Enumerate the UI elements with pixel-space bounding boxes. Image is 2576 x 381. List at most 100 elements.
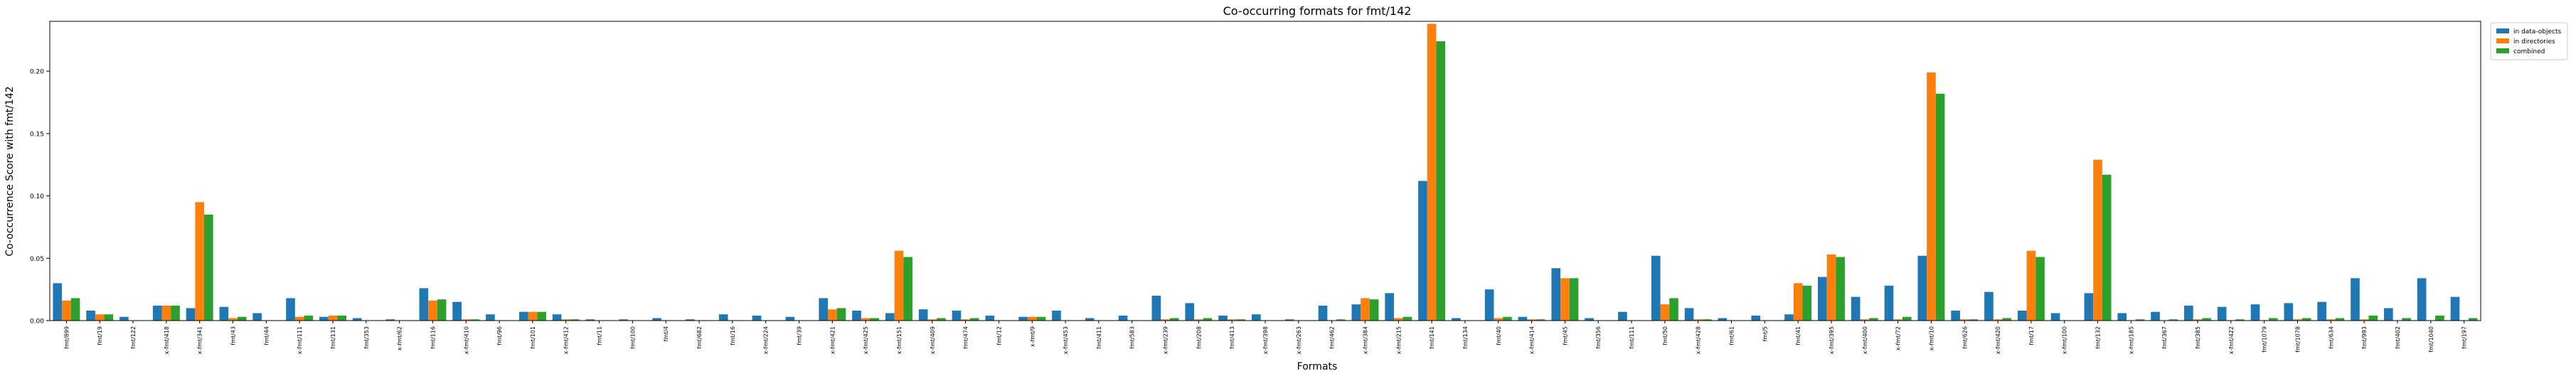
bar-in-data-objects-fmt-40 xyxy=(1484,289,1494,321)
bar-in-directories-x-fmt-420 xyxy=(1993,319,2003,321)
bar-in-data-objects-fmt-50 xyxy=(1651,255,1661,321)
bar-in-data-objects-x-fmt-151 xyxy=(885,313,895,321)
x-tick-label: fmt/1040 xyxy=(2428,326,2434,353)
bar-in-data-objects-fmt-474 xyxy=(952,310,962,321)
bar-in-directories-fmt-19 xyxy=(95,314,105,321)
bar-combined-fmt-899 xyxy=(70,298,80,321)
bar-in-directories-fmt-131 xyxy=(328,315,338,321)
x-tick-label: x-fmt/72 xyxy=(1895,326,1902,350)
bar-in-data-objects-fmt-11 xyxy=(585,319,595,321)
x-tick-label: fmt/44 xyxy=(263,326,270,345)
x-tick-label: x-fmt/239 xyxy=(1163,326,1169,354)
bar-combined-fmt-19 xyxy=(104,314,114,321)
y-tick-label: 0.05 xyxy=(30,256,44,263)
x-tick-label: x-fmt/9 xyxy=(1029,326,1036,347)
x-tick-label: fmt/45 xyxy=(1562,326,1568,345)
x-tick-label: fmt/40 xyxy=(1496,326,1502,345)
bar-in-data-objects-fmt-899 xyxy=(53,283,63,321)
bar-combined-fmt-413 xyxy=(1236,319,1246,321)
x-tick-label: x-fmt/400 xyxy=(1862,326,1868,354)
x-tick-label: x-fmt/263 xyxy=(1296,326,1302,354)
bar-in-directories-x-fmt-341 xyxy=(195,202,205,321)
bar-in-data-objects-x-fmt-224 xyxy=(752,315,762,321)
legend-swatch-in-data-objects xyxy=(2496,28,2509,33)
bar-combined-fmt-17 xyxy=(2035,257,2045,321)
bar-in-directories-fmt-1078 xyxy=(2293,319,2302,321)
bar-in-data-objects-fmt-101 xyxy=(518,311,528,321)
x-tick-label: x-fmt/412 xyxy=(563,326,570,354)
x-tick-label: x-fmt/421 xyxy=(829,326,836,354)
x-tick-label: x-fmt/215 xyxy=(1395,326,1402,354)
legend-swatch-combined xyxy=(2496,48,2509,53)
bar-in-directories-x-fmt-421 xyxy=(827,309,837,321)
legend-box xyxy=(2490,22,2568,60)
bar-combined-fmt-367 xyxy=(2168,319,2178,321)
bar-in-data-objects-fmt-16 xyxy=(718,314,728,321)
bar-in-data-objects-fmt-122 xyxy=(119,316,129,321)
bar-in-directories-fmt-50 xyxy=(1660,304,1670,321)
bar-in-data-objects-x-fmt-215 xyxy=(1385,293,1394,321)
x-tick-label: fmt/353 xyxy=(363,326,370,349)
bar-combined-fmt-41 xyxy=(1802,285,1812,321)
x-tick-label: fmt/134 xyxy=(1462,326,1469,349)
x-tick-label: fmt/583 xyxy=(1129,326,1136,349)
bar-combined-x-fmt-111 xyxy=(304,315,314,321)
x-tick-label: fmt/61 xyxy=(1729,326,1735,345)
x-tick-label: fmt/626 xyxy=(1962,326,1968,349)
bar-in-data-objects-x-fmt-395 xyxy=(1818,277,1827,321)
bar-in-directories-fmt-993 xyxy=(2359,319,2369,321)
bar-combined-x-fmt-428 xyxy=(1703,319,1712,321)
bar-in-data-objects-fmt-583 xyxy=(1118,315,1128,321)
legend-label-in-directories: in directories xyxy=(2513,38,2555,45)
y-tick-label: 0.20 xyxy=(30,69,44,76)
bar-in-directories-fmt-208 xyxy=(1194,319,1203,321)
bar-combined-fmt-45 xyxy=(1569,278,1579,321)
bar-in-data-objects-x-fmt-398 xyxy=(1252,314,1261,321)
y-axis-label: Co-occurrence Score with fmt/142 xyxy=(4,86,16,256)
bar-in-directories-fmt-385 xyxy=(2193,319,2203,321)
bar-in-data-objects-x-fmt-111 xyxy=(286,298,295,321)
bar-combined-x-fmt-410 xyxy=(470,319,480,321)
bar-combined-fmt-141 xyxy=(1436,41,1446,321)
x-tick-label: x-fmt/111 xyxy=(297,326,303,354)
bar-combined-fmt-131 xyxy=(337,315,346,321)
bar-combined-x-fmt-422 xyxy=(2235,319,2245,321)
x-tick-label: x-fmt/224 xyxy=(763,326,770,354)
bar-combined-x-fmt-395 xyxy=(1836,257,1845,321)
bar-in-directories-x-fmt-151 xyxy=(894,250,904,321)
bar-combined-x-fmt-151 xyxy=(903,257,912,321)
x-tick-label: fmt/100 xyxy=(629,326,636,349)
bar-in-data-objects-fmt-993 xyxy=(2351,278,2360,321)
x-tick-label: fmt/11 xyxy=(597,326,603,345)
bar-in-directories-x-fmt-418 xyxy=(161,305,171,321)
bar-in-directories-fmt-101 xyxy=(528,311,538,321)
bar-in-data-objects-fmt-634 xyxy=(2317,301,2326,321)
bar-in-data-objects-x-fmt-185 xyxy=(2117,313,2127,321)
bar-combined-fmt-43 xyxy=(237,316,247,321)
bar-in-data-objects-x-fmt-100 xyxy=(2050,313,2060,321)
bar-in-data-objects-fmt-96 xyxy=(486,314,495,321)
x-tick-label: x-fmt/151 xyxy=(896,326,903,354)
bar-combined-x-fmt-414 xyxy=(1536,319,1545,321)
bar-in-data-objects-fmt-682 xyxy=(686,319,695,321)
bar-in-data-objects-fmt-44 xyxy=(252,313,262,321)
x-tick-label: fmt/1078 xyxy=(2294,326,2301,353)
x-tick-label: fmt/462 xyxy=(1329,326,1336,349)
bar-in-directories-x-fmt-9 xyxy=(1027,316,1037,321)
bar-in-directories-x-fmt-10 xyxy=(1927,72,1936,321)
bar-in-directories-fmt-634 xyxy=(2326,319,2336,321)
bar-in-data-objects-x-fmt-410 xyxy=(452,301,462,321)
x-axis-label: Formats xyxy=(1297,361,1338,372)
bar-in-directories-x-fmt-400 xyxy=(1860,319,1870,321)
x-tick-label: fmt/43 xyxy=(230,326,237,345)
x-tick-label: x-fmt/100 xyxy=(2062,326,2068,354)
bar-combined-fmt-1078 xyxy=(2301,318,2311,321)
bar-in-data-objects-fmt-39 xyxy=(785,316,795,321)
bar-in-data-objects-x-fmt-62 xyxy=(385,319,395,321)
bar-in-directories-fmt-474 xyxy=(961,319,970,321)
bar-in-directories-fmt-141 xyxy=(1427,23,1437,321)
bar-in-directories-fmt-413 xyxy=(1227,319,1237,321)
bar-in-data-objects-fmt-462 xyxy=(1318,305,1328,321)
bar-in-data-objects-x-fmt-414 xyxy=(1518,316,1528,321)
